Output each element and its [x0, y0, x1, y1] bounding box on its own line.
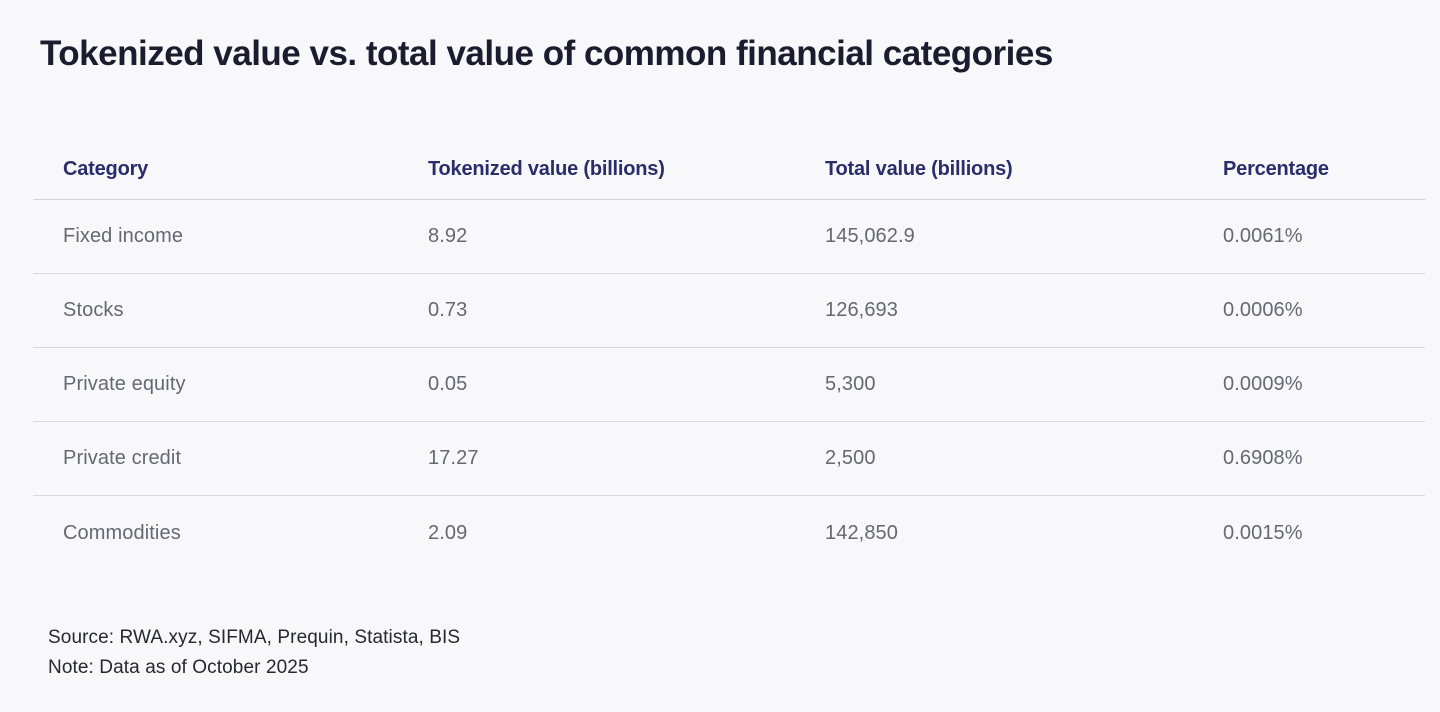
note-line: Note: Data as of October 2025 — [48, 657, 309, 678]
column-header-tokenized-value: Tokenized value (billions) — [428, 158, 665, 180]
table-row-fixed-income: Fixed income 8.92 145,062.9 0.0061% — [33, 200, 1425, 274]
total-value-cell: 145,062.9 — [825, 225, 915, 247]
category-cell: Private equity — [63, 373, 186, 395]
table-row-stocks: Stocks 0.73 126,693 0.0006% — [33, 274, 1425, 348]
total-value-cell: 5,300 — [825, 373, 876, 395]
total-value-cell: 142,850 — [825, 521, 898, 544]
tokenized-value-cell: 2.09 — [428, 521, 468, 544]
tokenized-value-cell: 17.27 — [428, 447, 479, 469]
category-cell: Commodities — [63, 521, 181, 544]
percentage-cell: 0.0015% — [1223, 521, 1303, 544]
percentage-cell: 0.6908% — [1223, 447, 1303, 469]
column-header-total-value: Total value (billions) — [825, 158, 1013, 180]
table-header-row: Category Tokenized value (billions) Tota… — [33, 140, 1425, 200]
category-cell: Fixed income — [63, 225, 184, 247]
column-header-percentage: Percentage — [1223, 158, 1329, 180]
tokenized-value-cell: 0.73 — [428, 299, 468, 321]
table-row-commodities: Commodities 2.09 142,850 0.0015% — [33, 496, 1425, 570]
percentage-cell: 0.0006% — [1223, 299, 1303, 321]
total-value-cell: 2,500 — [825, 447, 876, 469]
data-table: Category Tokenized value (billions) Tota… — [33, 140, 1425, 570]
page-title: Tokenized value vs. total value of commo… — [40, 34, 1053, 73]
column-header-category: Category — [63, 158, 149, 180]
percentage-cell: 0.0009% — [1223, 373, 1303, 395]
table-row-private-equity: Private equity 0.05 5,300 0.0009% — [33, 348, 1425, 422]
source-line: Source: RWA.xyz, SIFMA, Prequin, Statist… — [48, 627, 461, 648]
percentage-cell: 0.0061% — [1223, 225, 1303, 247]
footer: Source: RWA.xyz, SIFMA, Prequin, Statist… — [48, 623, 460, 683]
total-value-cell: 126,693 — [825, 299, 898, 321]
category-cell: Private credit — [63, 447, 182, 469]
category-cell: Stocks — [63, 299, 124, 321]
tokenized-value-cell: 8.92 — [428, 225, 468, 247]
table-row-private-credit: Private credit 17.27 2,500 0.6908% — [33, 422, 1425, 496]
tokenized-value-cell: 0.05 — [428, 373, 468, 395]
